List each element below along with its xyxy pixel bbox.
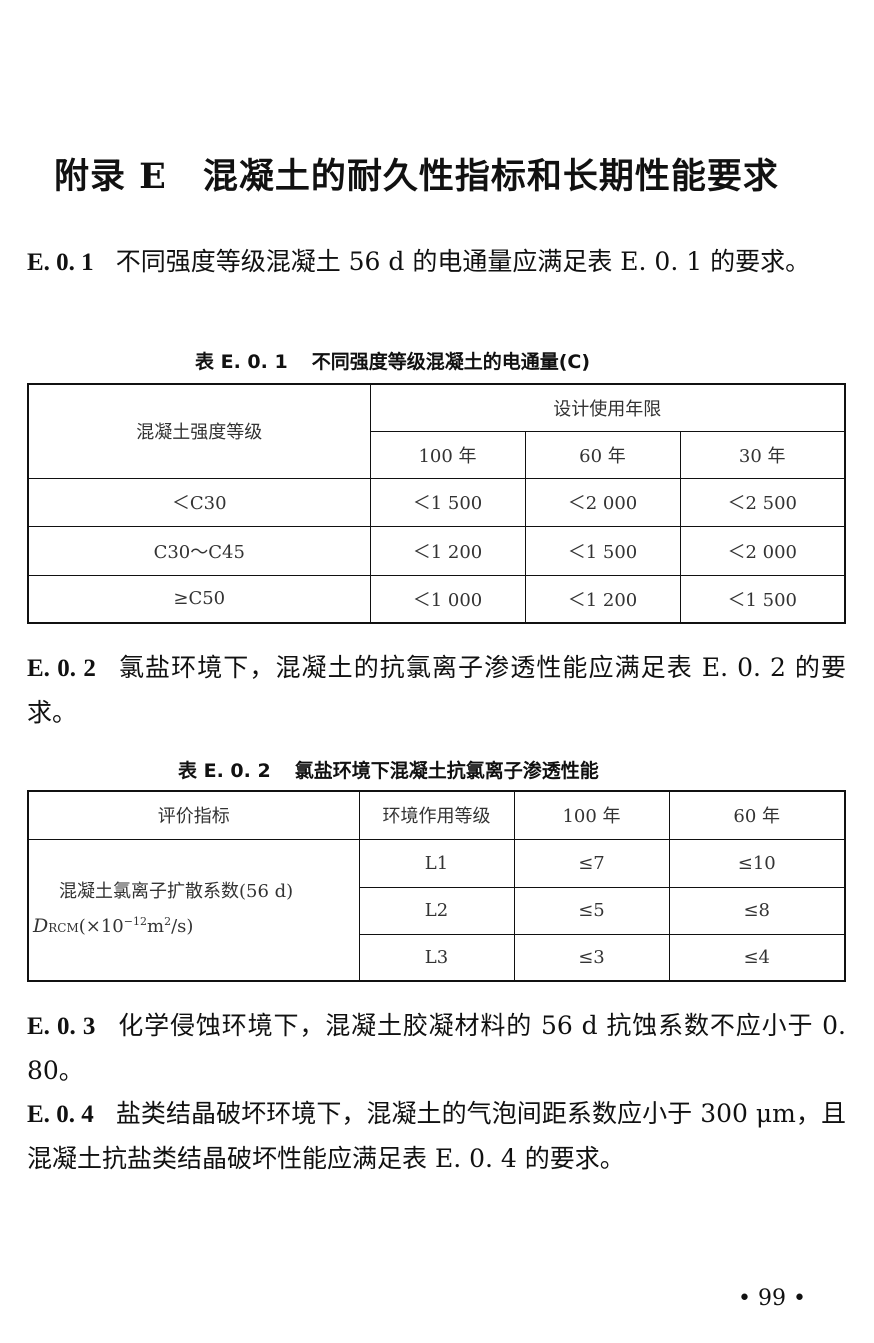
cell: ＜C30 — [27, 477, 371, 527]
cell: ≤8 — [668, 886, 846, 935]
caption-number: 表 E. 0. 2 — [178, 760, 271, 782]
section-e04: E. 0. 4 盐类结晶破坏环境下，混凝土的气泡间距系数应小于 300 μm，且混… — [27, 1092, 846, 1181]
table-e02: 评价指标 环境作用等级 100 年 60 年 混凝土氯离子扩散系数(56 d) DRC… — [27, 790, 846, 982]
caption-text: 氯盐环境下混凝土抗氯离子渗透性能 — [294, 760, 599, 782]
header-cell: 混凝土强度等级 — [27, 383, 371, 479]
table-row: 混凝土氯离子扩散系数(56 d) DRCM(×10−12m2/s) L1 ≤7 ≤1… — [27, 838, 846, 982]
header-cell: 30 年 — [679, 430, 846, 479]
section-number: E. 0. 2 — [27, 655, 96, 682]
section-text: 氯盐环境下，混凝土的抗氯离子渗透性能应满足表 E. 0. 2 的要求。 — [27, 653, 846, 727]
exponent: −12 — [123, 914, 147, 928]
cell: L3 — [358, 933, 515, 982]
table-row: L2 ≤5 ≤8 — [28, 886, 846, 935]
appendix-title: 附录 E 混凝土的耐久性指标和长期性能要求 — [54, 148, 779, 199]
cell: ＜1 500 — [679, 574, 846, 624]
table-row: C30～C45 ＜1 200 ＜1 500 ＜2 000 — [27, 525, 846, 576]
indicator-unit: DRCM(×10−12m2/s) — [33, 907, 359, 943]
cell: ≤5 — [513, 886, 670, 935]
table-row: ＜C30 ＜1 500 ＜2 000 ＜2 500 — [27, 477, 846, 527]
cell: ＜1 500 — [369, 477, 526, 527]
cell: L1 — [358, 838, 515, 888]
cell: ＜1 000 — [369, 574, 526, 624]
unit: m — [146, 915, 165, 937]
cell: ＜1 200 — [369, 525, 526, 576]
unit: (×10 — [78, 915, 124, 937]
unit: /s) — [171, 915, 194, 937]
section-text: 盐类结晶破坏环境下，混凝土的气泡间距系数应小于 300 μm，且混凝土抗盐类结晶… — [27, 1099, 846, 1173]
section-text: 化学侵蚀环境下，混凝土胶凝材料的 56 d 抗蚀系数不应小于 0. 80。 — [27, 1011, 846, 1085]
cell: ≤4 — [668, 933, 846, 982]
cell: ＜1 200 — [524, 574, 681, 624]
cell: L2 — [358, 886, 515, 935]
header-cell: 100 年 — [369, 430, 526, 479]
page-number: • 99 • — [738, 1286, 806, 1311]
cell: ＜2 500 — [679, 477, 846, 527]
section-e03: E. 0. 3 化学侵蚀环境下，混凝土胶凝材料的 56 d 抗蚀系数不应小于 0.… — [27, 1004, 846, 1093]
table-e01: 混凝土强度等级 设计使用年限 100 年 60 年 30 年 ＜C30 ＜1 500 ＜2… — [27, 383, 846, 624]
header-cell: 60 年 — [524, 430, 681, 479]
cell: ＜2 000 — [524, 477, 681, 527]
table2-caption: 表 E. 0. 2 氯盐环境下混凝土抗氯离子渗透性能 — [178, 756, 599, 783]
cell: ≤3 — [513, 933, 670, 982]
header-cell: 100 年 — [513, 790, 670, 840]
indicator-text: 混凝土氯离子扩散系数(56 d) — [59, 880, 294, 902]
cell: C30～C45 — [27, 525, 371, 576]
section-e02: E. 0. 2 氯盐环境下，混凝土的抗氯离子渗透性能应满足表 E. 0. 2 的要… — [27, 646, 846, 735]
section-number: E. 0. 3 — [27, 1013, 96, 1040]
cell: ＜1 500 — [524, 525, 681, 576]
appendix-label: 附录 E — [54, 156, 167, 197]
caption-text: 不同强度等级混凝土的电通量(C) — [311, 351, 591, 373]
table-row: ≥C50 ＜1 000 ＜1 200 ＜1 500 — [27, 574, 846, 624]
appendix-title-text: 混凝土的耐久性指标和长期性能要求 — [202, 156, 779, 197]
header-cell: 60 年 — [668, 790, 846, 840]
section-text: 不同强度等级混凝土 56 d 的电通量应满足表 E. 0. 1 的要求。 — [115, 247, 811, 276]
header-cell: 评价指标 — [27, 790, 360, 840]
section-number: E. 0. 4 — [27, 1101, 94, 1128]
header-cell: 设计使用年限 — [369, 383, 846, 432]
header-cell: 环境作用等级 — [358, 790, 515, 840]
cell: ≤10 — [668, 838, 846, 888]
cell: ＜2 000 — [679, 525, 846, 576]
table-row: L3 ≤3 ≤4 — [28, 933, 846, 982]
indicator-cell: 混凝土氯离子扩散系数(56 d) DRCM(×10−12m2/s) — [27, 838, 360, 982]
cell: ≤7 — [513, 838, 670, 888]
section-e01: E. 0. 1 不同强度等级混凝土 56 d 的电通量应满足表 E. 0. 1 的… — [27, 240, 846, 285]
subscript: RCM — [48, 920, 79, 935]
exponent: 2 — [164, 914, 172, 928]
section-number: E. 0. 1 — [27, 249, 94, 276]
cell: ≥C50 — [27, 574, 371, 624]
caption-number: 表 E. 0. 1 — [195, 351, 288, 373]
symbol: D — [33, 914, 49, 937]
table1-caption: 表 E. 0. 1 不同强度等级混凝土的电通量(C) — [195, 347, 590, 374]
